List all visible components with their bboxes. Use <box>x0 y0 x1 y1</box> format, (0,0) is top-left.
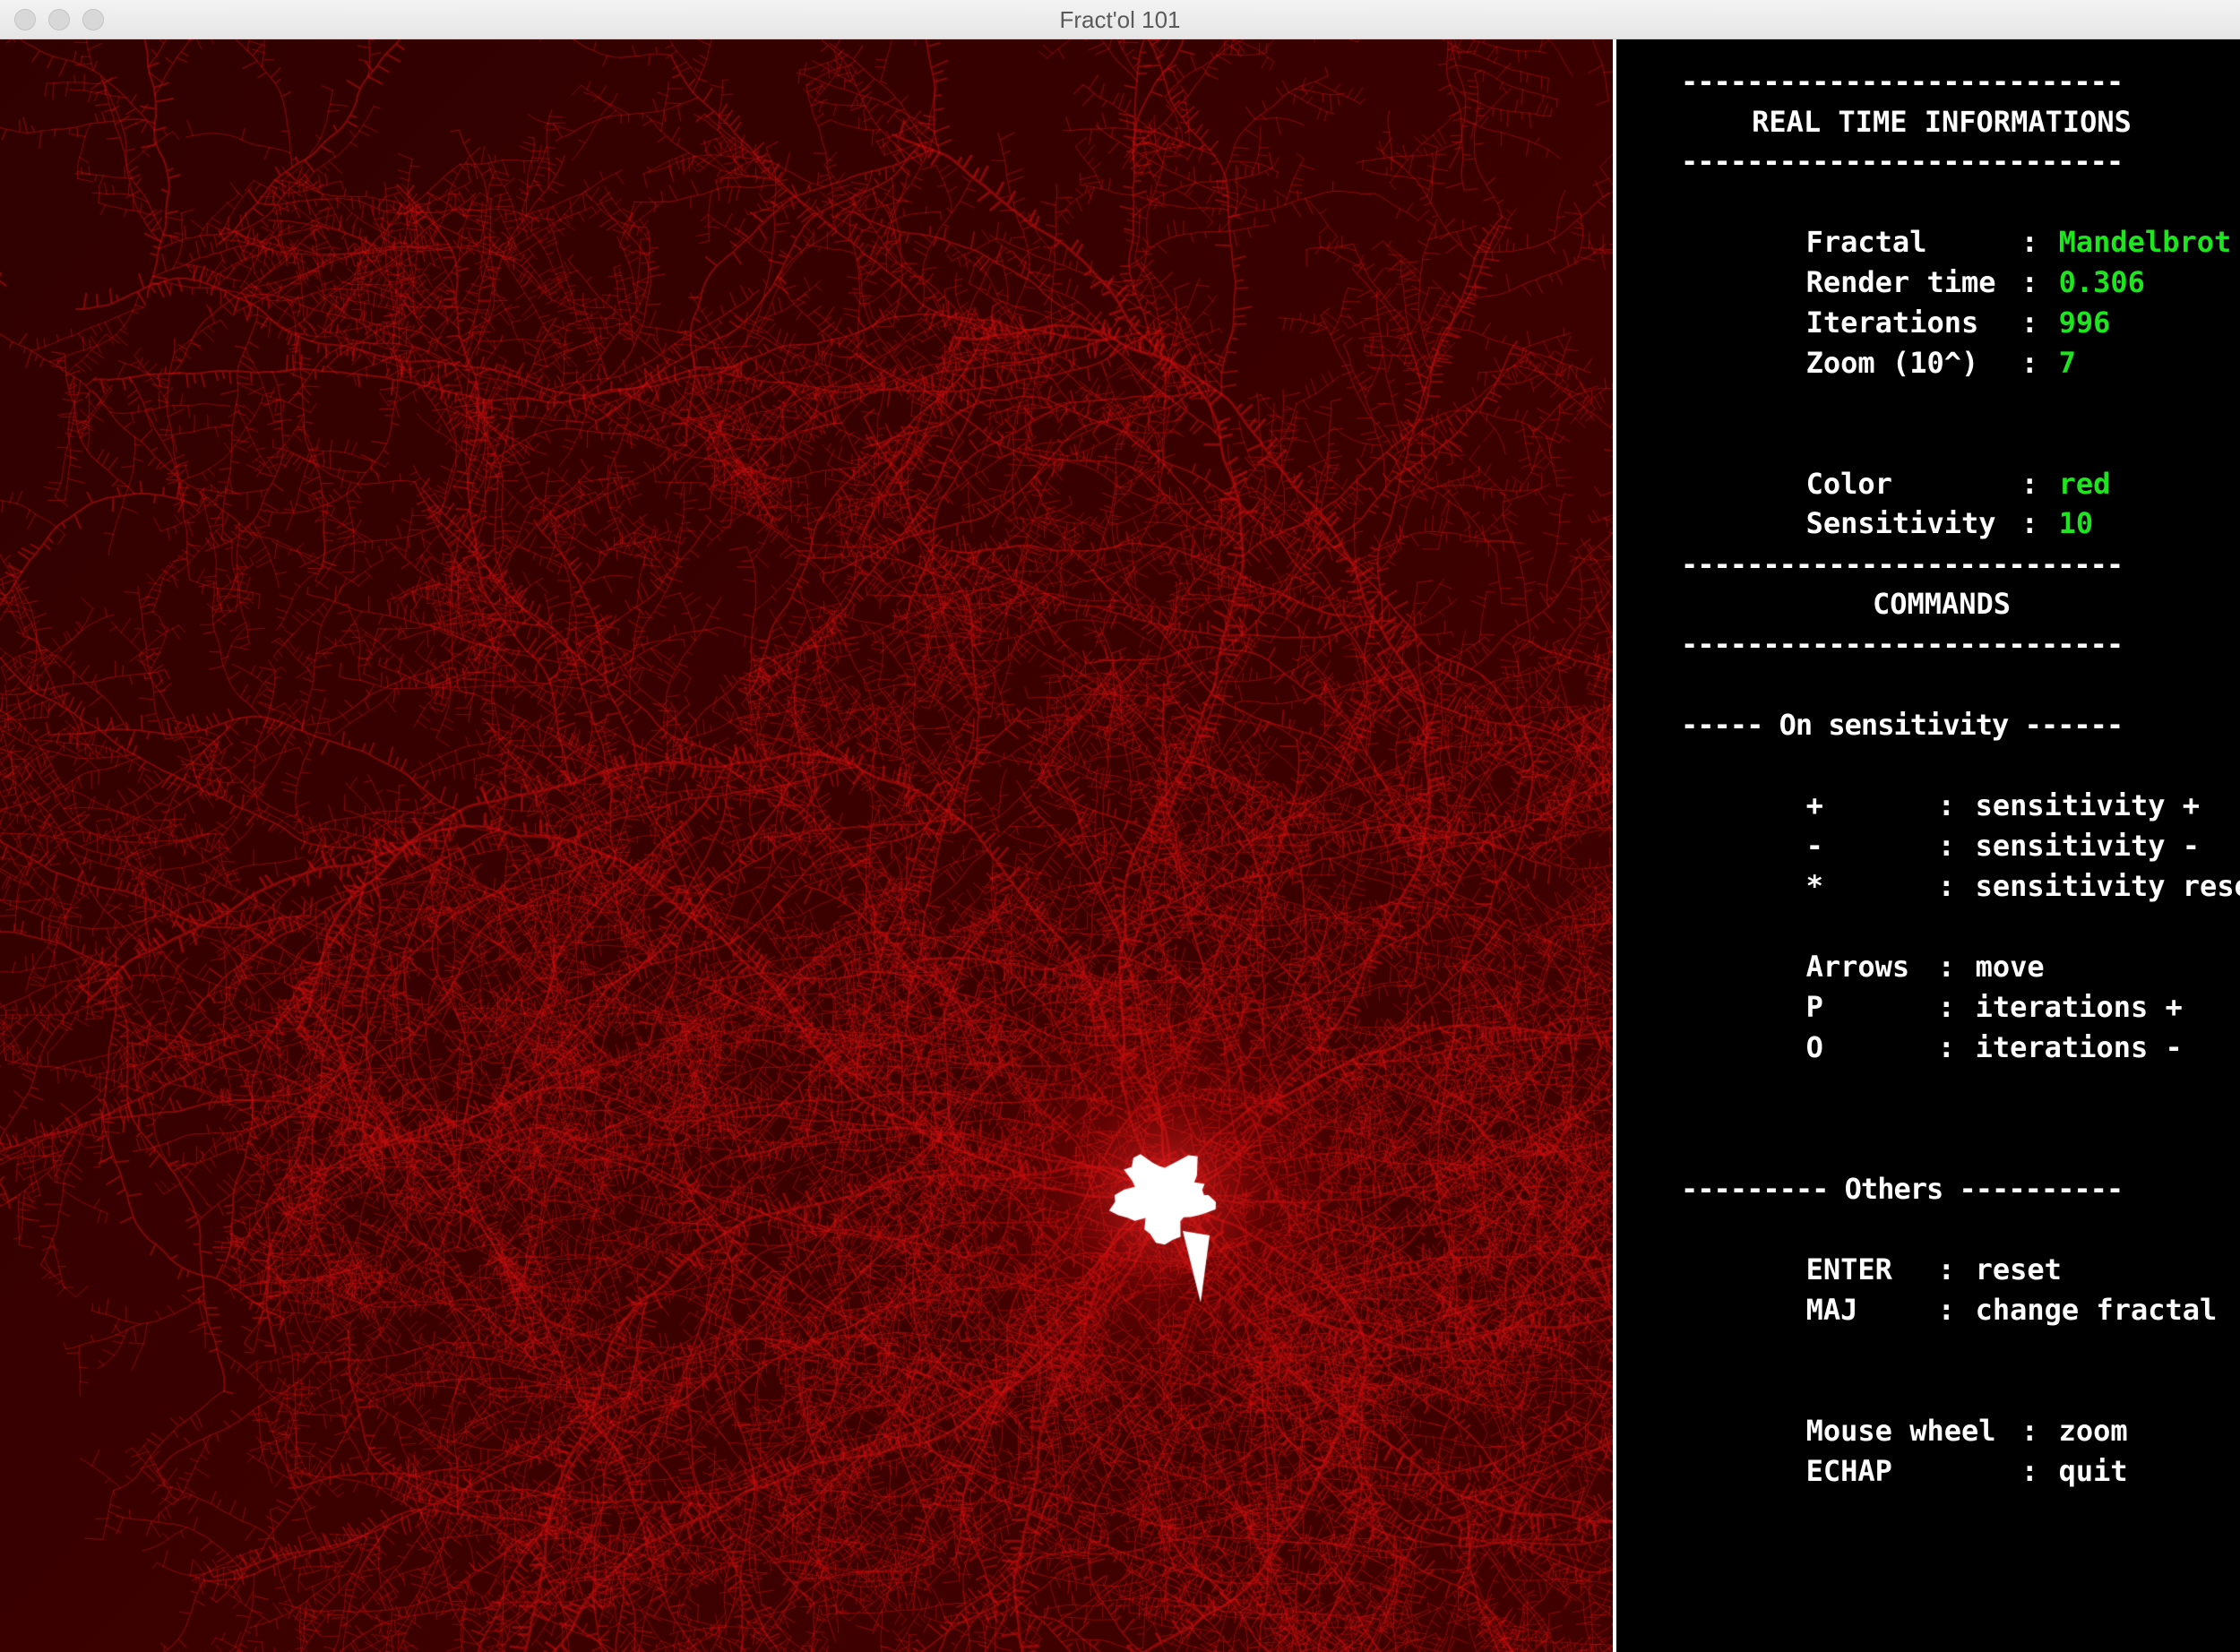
command-sep: : <box>2020 1414 2038 1448</box>
command-row: P: iterations + <box>1702 947 2240 1024</box>
info-value-zoom: 7 <box>2058 346 2076 380</box>
command-action: iterations - <box>1975 1030 2183 1064</box>
command-sep: : <box>1937 1293 1955 1327</box>
info-key: Fractal <box>1805 225 1927 259</box>
command-row: Mouse wheel: zoom <box>1702 1371 2240 1448</box>
command-key: P <box>1805 990 1823 1024</box>
zoom-window-button[interactable] <box>82 9 104 30</box>
command-action: sensitivity reset <box>1975 869 2240 903</box>
info-sep: : <box>2020 265 2038 299</box>
command-row: Arrows: move <box>1702 907 2240 984</box>
info-row-zoom: Zoom (10^):7 <box>1702 303 2240 380</box>
command-action: move <box>1975 950 2045 984</box>
realtime-title: REAL TIME INFORMATIONS <box>1752 105 2132 139</box>
info-sep: : <box>2020 506 2038 540</box>
command-sep: : <box>1937 829 1955 863</box>
window-title: Fract'ol 101 <box>1059 6 1181 33</box>
command-action: iterations + <box>1975 990 2183 1024</box>
command-action: change fractal <box>1975 1293 2218 1327</box>
fractal-canvas[interactable] <box>0 39 1613 1652</box>
command-sep: : <box>1937 1030 1955 1064</box>
info-value-fractal: Mandelbrot <box>2058 225 2232 259</box>
command-row: -: sensitivity - <box>1702 786 2240 863</box>
command-key: O <box>1805 1030 1823 1064</box>
divider-rule: --------------------------- <box>1681 627 2124 661</box>
divider-rule: --------------------------- <box>1681 65 2124 99</box>
info-row-iterations: Iterations:996 <box>1702 262 2240 340</box>
command-key: ECHAP <box>1805 1454 1892 1488</box>
command-row: MAJ: change fractal <box>1702 1250 2240 1327</box>
command-key: Arrows <box>1805 950 1910 984</box>
info-sep: : <box>2020 346 2038 380</box>
command-key: - <box>1805 829 1823 863</box>
command-key: * <box>1805 869 1823 903</box>
command-sep: : <box>1937 990 1955 1024</box>
command-row: O: iterations - <box>1702 987 2240 1064</box>
info-key: Zoom (10^) <box>1805 346 1979 380</box>
command-action: reset <box>1975 1252 2062 1286</box>
info-sep: : <box>2020 225 2038 259</box>
command-row: ENTER: reset <box>1702 1209 2240 1286</box>
panel-divider <box>1613 39 1616 1652</box>
info-value-color: red <box>2058 467 2111 501</box>
commands-title: COMMANDS <box>1872 587 2012 621</box>
command-row: ECHAP: quit <box>1702 1411 2240 1488</box>
command-row: *: sensitivity reset <box>1702 826 2240 903</box>
divider-rule: --------------------------- <box>1681 144 2124 178</box>
title-bar[interactable]: Fract'ol 101 <box>0 0 2240 39</box>
command-action: zoom <box>2058 1414 2128 1448</box>
command-row: +: sensitivity + <box>1702 745 2240 822</box>
command-sep: : <box>1937 869 1955 903</box>
info-key: Sensitivity <box>1805 506 1996 540</box>
divider-rule: --------------------------- <box>1681 547 2124 581</box>
command-key: ENTER <box>1805 1252 1892 1286</box>
info-row-color: Color: red <box>1702 424 2240 501</box>
command-key: + <box>1805 788 1823 822</box>
command-action: quit <box>2058 1454 2128 1488</box>
info-row-sensitivity: Sensitivity:10 <box>1702 463 2240 540</box>
info-value-render-time: 0.306 <box>2058 265 2145 299</box>
info-value-iterations: 996 <box>2058 305 2111 340</box>
command-action: sensitivity - <box>1975 829 2201 863</box>
minimize-window-button[interactable] <box>48 9 70 30</box>
sensitivity-section-header: ----- On sensitivity ------ <box>1681 708 2124 742</box>
info-value-sensitivity: 10 <box>2058 506 2094 540</box>
info-key: Render time <box>1805 265 1996 299</box>
info-key: Iterations <box>1805 305 1979 340</box>
command-action: sensitivity + <box>1975 788 2201 822</box>
command-key: Mouse wheel <box>1805 1414 1996 1448</box>
command-sep: : <box>1937 950 1955 984</box>
close-window-button[interactable] <box>14 9 36 30</box>
command-sep: : <box>2020 1454 2038 1488</box>
info-key: Color <box>1805 467 1892 501</box>
command-sep: : <box>1937 1252 1955 1286</box>
info-sep: : <box>2020 467 2038 501</box>
info-row-fractal: Fractal: Mandelbrot <box>1702 182 2240 259</box>
info-row-render-time: Render time:0.306 <box>1702 222 2240 299</box>
info-sep: : <box>2020 305 2038 340</box>
command-sep: : <box>1937 788 1955 822</box>
command-key: MAJ <box>1805 1293 1858 1327</box>
others-section-header: --------- Others ---------- <box>1681 1172 2124 1206</box>
info-panel: --------------------------- REAL TIME IN… <box>1616 39 2240 1652</box>
